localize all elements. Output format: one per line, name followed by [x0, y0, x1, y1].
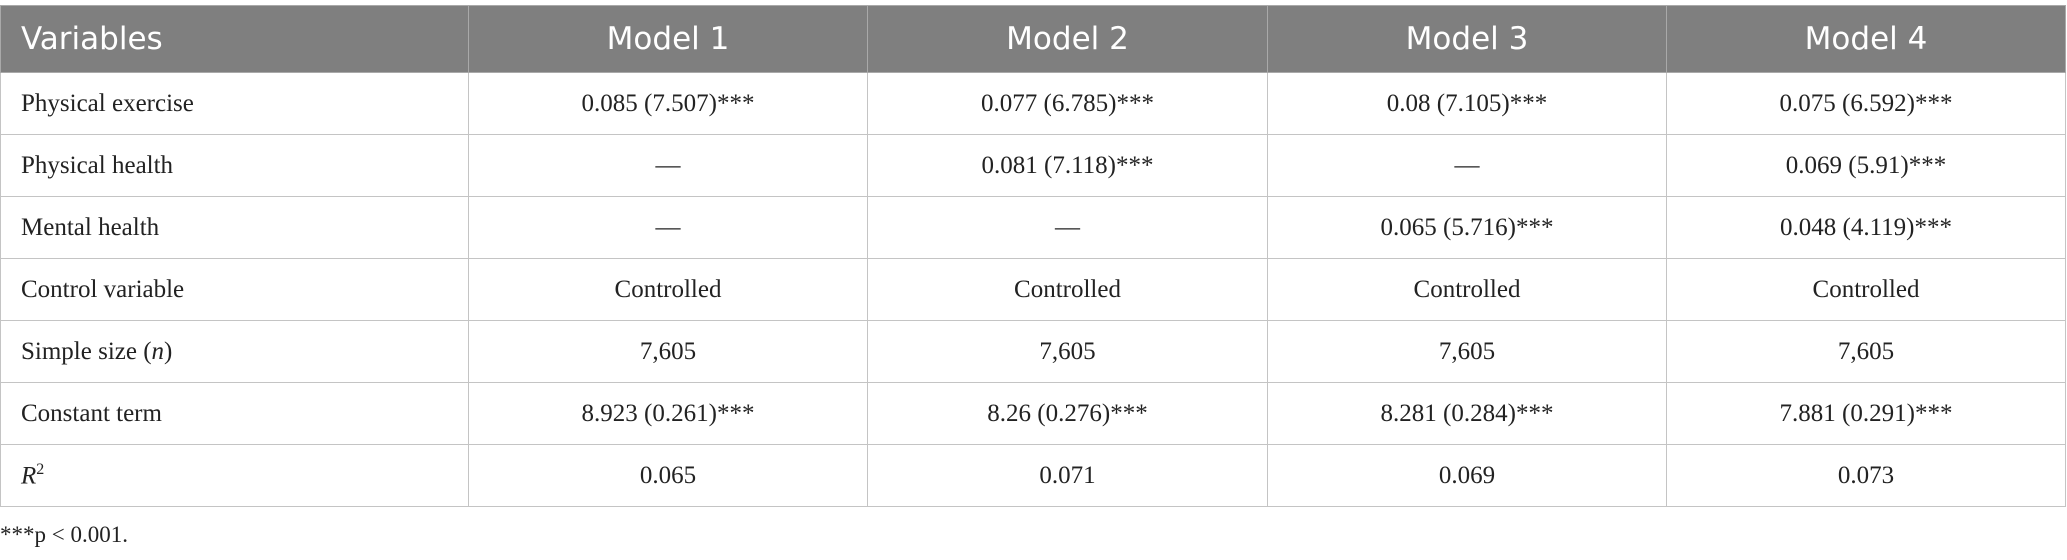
table-row: Simple size (n) 7,605 7,605 7,605 7,605: [0, 320, 2066, 383]
cell: 7.881 (0.291)***: [1666, 382, 2066, 445]
label-part: R: [21, 462, 37, 490]
cell: —: [468, 134, 868, 197]
cell: Controlled: [867, 258, 1268, 321]
cell: 0.077 (6.785)***: [867, 72, 1268, 135]
table-row: Control variable Controlled Controlled Cont…: [0, 258, 2066, 321]
table-body: Physical exercise 0.085 (7.507)*** 0.077 (…: [0, 72, 2066, 507]
header-cell: Model 4: [1666, 5, 2066, 73]
row-label: Simple size (n): [0, 320, 469, 383]
row-label: R2: [0, 444, 469, 507]
cell: 0.048 (4.119)***: [1666, 196, 2066, 259]
label-part: n: [151, 337, 165, 365]
header-cell: Variables: [0, 5, 469, 73]
footnote: ***p < 0.001.: [0, 522, 128, 547]
cell: 7,605: [1267, 320, 1667, 383]
label-part: ): [164, 337, 173, 365]
cell: Controlled: [1666, 258, 2066, 321]
cell: 8.281 (0.284)***: [1267, 382, 1667, 445]
cell: 0.069: [1267, 444, 1667, 507]
table-row: R2 0.065 0.071 0.069 0.073: [0, 444, 2066, 507]
results-table: Variables Model 1 Model 2 Model 3 Model 4 Ph…: [0, 5, 2066, 507]
header-row: Variables Model 1 Model 2 Model 3 Model 4: [0, 5, 2066, 73]
cell: 0.08 (7.105)***: [1267, 72, 1667, 135]
cell: 0.075 (6.592)***: [1666, 72, 2066, 135]
cell: —: [867, 196, 1268, 259]
cell: 8.923 (0.261)***: [468, 382, 868, 445]
row-label: Control variable: [0, 258, 469, 321]
header-cell: Model 2: [867, 5, 1268, 73]
table-row: Constant term 8.923 (0.261)*** 8.26 (0.276…: [0, 382, 2066, 445]
cell: 0.085 (7.507)***: [468, 72, 868, 135]
row-label: Physical exercise: [0, 72, 469, 135]
cell: Controlled: [468, 258, 868, 321]
cell: —: [1267, 134, 1667, 197]
label-part: Simple size (: [21, 337, 152, 365]
row-label: Physical health: [0, 134, 469, 197]
label-part: 2: [36, 460, 45, 478]
header-cell: Model 3: [1267, 5, 1667, 73]
cell: Controlled: [1267, 258, 1667, 321]
cell: 0.071: [867, 444, 1268, 507]
cell: —: [468, 196, 868, 259]
row-label: Mental health: [0, 196, 469, 259]
cell: 0.069 (5.91)***: [1666, 134, 2066, 197]
cell: 0.081 (7.118)***: [867, 134, 1268, 197]
header-cell: Model 1: [468, 5, 868, 73]
table-row: Physical exercise 0.085 (7.507)*** 0.077 (…: [0, 72, 2066, 135]
table-row: Physical health —0.081 (7.118)*** —0.069 (…: [0, 134, 2066, 197]
cell: 0.073: [1666, 444, 2066, 507]
cell: 0.065: [468, 444, 868, 507]
table-row: Mental health — —0.065 (5.716)*** 0.048 (4.…: [0, 196, 2066, 259]
cell: 7,605: [468, 320, 868, 383]
cell: 7,605: [867, 320, 1268, 383]
row-label: Constant term: [0, 382, 469, 445]
cell: 0.065 (5.716)***: [1267, 196, 1667, 259]
cell: 8.26 (0.276)***: [867, 382, 1268, 445]
cell: 7,605: [1666, 320, 2066, 383]
